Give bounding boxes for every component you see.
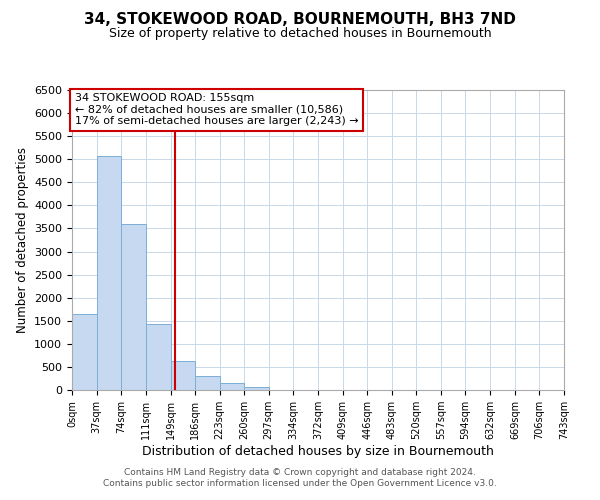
- Bar: [170, 362, 195, 390]
- Text: Size of property relative to detached houses in Bournemouth: Size of property relative to detached ho…: [109, 28, 491, 40]
- Text: 34, STOKEWOOD ROAD, BOURNEMOUTH, BH3 7ND: 34, STOKEWOOD ROAD, BOURNEMOUTH, BH3 7ND: [84, 12, 516, 28]
- Text: 34 STOKEWOOD ROAD: 155sqm
← 82% of detached houses are smaller (10,586)
17% of s: 34 STOKEWOOD ROAD: 155sqm ← 82% of detac…: [74, 93, 358, 126]
- Bar: [220, 383, 244, 390]
- Bar: [121, 224, 146, 390]
- Text: Contains HM Land Registry data © Crown copyright and database right 2024.
Contai: Contains HM Land Registry data © Crown c…: [103, 468, 497, 487]
- X-axis label: Distribution of detached houses by size in Bournemouth: Distribution of detached houses by size …: [142, 445, 494, 458]
- Bar: [195, 376, 220, 390]
- Bar: [97, 156, 121, 390]
- Y-axis label: Number of detached properties: Number of detached properties: [16, 147, 29, 333]
- Bar: [72, 314, 97, 390]
- Bar: [146, 324, 170, 390]
- Bar: [244, 388, 269, 390]
